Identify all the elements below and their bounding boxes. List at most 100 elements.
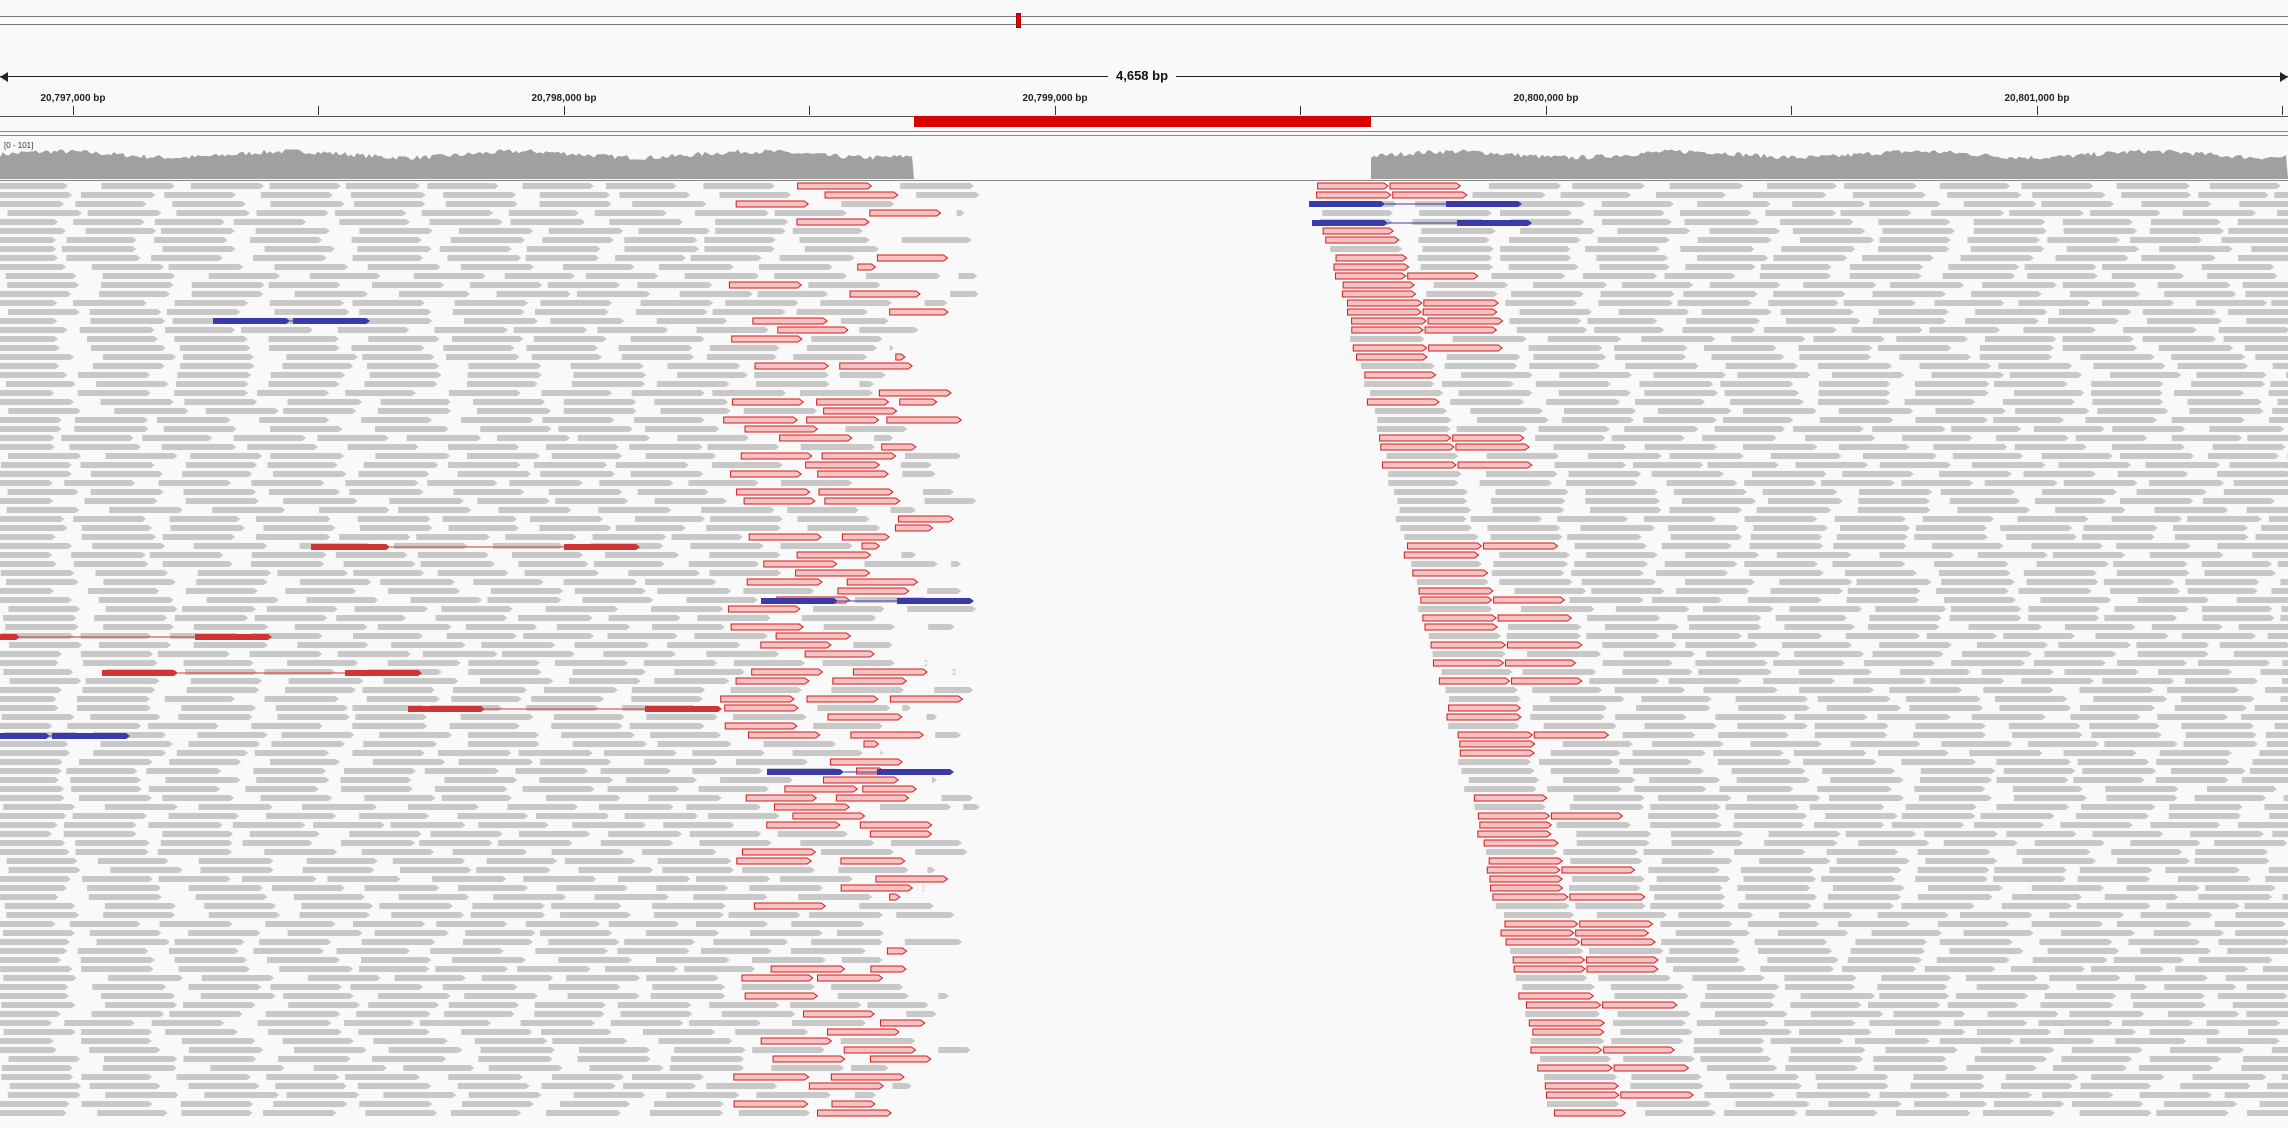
region-of-interest-bar[interactable] [914, 116, 1371, 127]
aligned-read [0, 1110, 67, 1116]
aligned-read [1468, 777, 1540, 783]
aligned-read [2277, 399, 2288, 405]
aligned-read [2042, 1092, 2114, 1098]
aligned-read [1850, 948, 1926, 954]
aligned-read [0, 219, 59, 225]
aligned-read [114, 408, 189, 414]
aligned-read [1857, 507, 1931, 513]
aligned-read [0, 733, 50, 739]
aligned-read [0, 1038, 54, 1044]
chromosome-ideogram[interactable] [0, 13, 2288, 28]
aligned-read [464, 318, 538, 324]
aligned-read [738, 1110, 811, 1116]
aligned-read [0, 345, 60, 351]
aligned-read [2023, 327, 2096, 333]
aligned-read [467, 453, 541, 459]
aligned-read [185, 462, 258, 468]
aligned-read [1617, 1011, 1691, 1017]
ideogram-current-region-marker[interactable] [1016, 13, 1021, 28]
aligned-read [817, 974, 884, 982]
aligned-read [539, 525, 612, 531]
aligned-read [1793, 426, 1864, 432]
aligned-read [190, 453, 263, 459]
aligned-read [2194, 795, 2267, 801]
aligned-read [1485, 471, 1558, 477]
aligned-read [2014, 390, 2085, 396]
aligned-read [2207, 453, 2279, 459]
aligned-read [744, 992, 819, 1000]
aligned-read [2116, 183, 2191, 189]
aligned-read [1895, 1029, 1966, 1035]
aligned-read [859, 381, 875, 387]
aligned-read [531, 696, 605, 702]
aligned-read [582, 597, 654, 603]
aligned-read [1450, 399, 1525, 405]
aligned-read [670, 1056, 745, 1062]
aligned-read [830, 1073, 905, 1081]
aligned-read [1872, 318, 1947, 324]
aligned-read [1969, 750, 2043, 756]
aligned-read [656, 957, 730, 963]
aligned-read [446, 354, 520, 360]
aligned-read [813, 606, 885, 612]
aligned-read [1553, 444, 1627, 450]
aligned-read [615, 462, 689, 468]
aligned-read [497, 435, 571, 441]
aligned-read [2171, 768, 2246, 774]
aligned-read [1840, 210, 1912, 216]
aligned-read [1994, 381, 2068, 387]
aligned-read [459, 228, 534, 234]
aligned-read [0, 363, 60, 369]
aligned-read [555, 660, 629, 666]
aligned-read [886, 416, 963, 424]
aligned-read [1507, 624, 1582, 630]
aligned-read [2093, 696, 2168, 702]
aligned-read [2093, 363, 2166, 369]
aligned-read [2233, 480, 2288, 486]
aligned-read [704, 246, 776, 252]
aligned-read [468, 363, 542, 369]
aligned-read [169, 1011, 243, 1017]
aligned-read [337, 651, 411, 657]
aligned-read [1996, 804, 2070, 810]
aligned-read [2104, 741, 2178, 747]
aligned-read [628, 570, 700, 576]
aligned-read [817, 705, 891, 711]
aligned-read [735, 1029, 809, 1035]
aligned-read [283, 993, 354, 999]
aligned-read [2270, 381, 2288, 387]
aligned-read [861, 542, 881, 550]
aligned-read [7, 210, 83, 216]
aligned-read [430, 948, 504, 954]
aligned-read [1704, 1092, 1776, 1098]
aligned-read [90, 471, 164, 477]
aligned-read [1838, 921, 1911, 927]
aligned-read [343, 561, 416, 567]
aligned-read [1740, 867, 1814, 873]
aligned-read [448, 1002, 520, 1008]
aligned-read [479, 678, 554, 684]
aligned-read [0, 768, 62, 774]
aligned-read [182, 354, 255, 360]
aligned-read [1347, 299, 1423, 307]
aligned-read [0, 291, 72, 297]
aligned-read [1879, 462, 1952, 468]
aligned-read [269, 426, 343, 432]
aligned-read [294, 624, 368, 630]
aligned-read [197, 570, 272, 576]
aligned-read [1611, 435, 1685, 441]
aligned-read [1960, 255, 2034, 261]
aligned-read [1654, 894, 1726, 900]
aligned-read [1737, 885, 1811, 891]
aligned-read [2187, 399, 2263, 405]
aligned-read [1965, 318, 2040, 324]
aligned-read [1940, 489, 2015, 495]
aligned-read [774, 210, 847, 216]
aligned-read [364, 885, 440, 891]
aligned-read [1473, 794, 1548, 802]
aligned-read [73, 516, 147, 522]
aligned-read [934, 687, 974, 693]
aligned-read [257, 1020, 332, 1026]
